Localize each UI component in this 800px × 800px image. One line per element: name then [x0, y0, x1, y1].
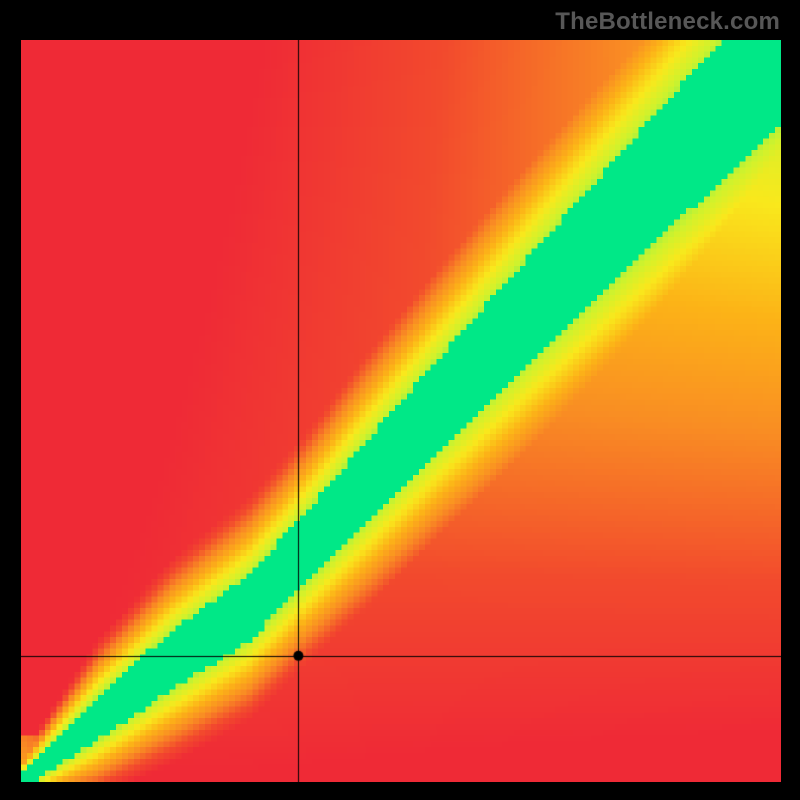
chart-container: TheBottleneck.com: [0, 0, 800, 800]
watermark-text: TheBottleneck.com: [555, 8, 780, 36]
overlay-canvas: [21, 40, 781, 782]
